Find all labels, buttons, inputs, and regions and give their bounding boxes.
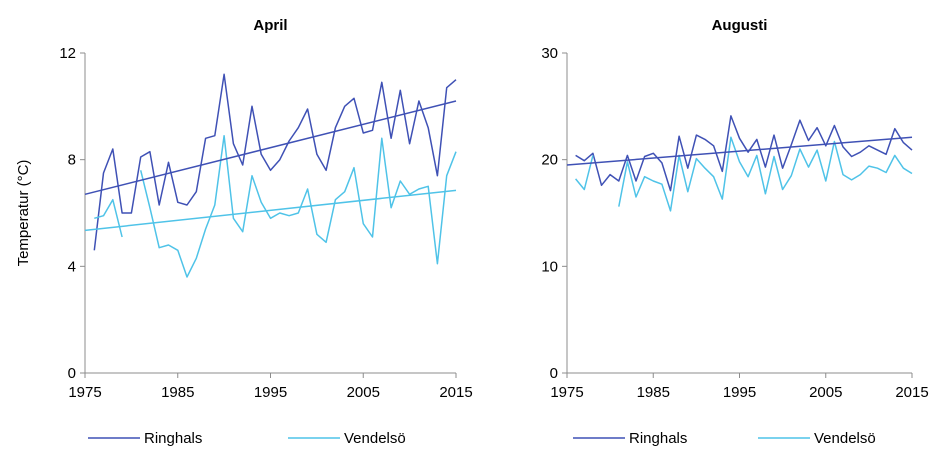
x-tick-label: 2015 bbox=[439, 384, 472, 401]
x-tick-label: 1995 bbox=[723, 384, 756, 401]
chart-panel-0: April Temperatur (°C) 0 4 8 12 1975 1985 1995 200… bbox=[15, 17, 473, 447]
y-tick-label: 30 bbox=[541, 45, 558, 62]
series-line-vendels bbox=[94, 134, 457, 278]
legend-label: Ringhals bbox=[144, 430, 202, 447]
legend: Ringhals Vendelsö bbox=[573, 430, 876, 447]
x-tick-label: 1985 bbox=[161, 384, 194, 401]
x-tick-label: 1985 bbox=[637, 384, 670, 401]
x-tick-label: 2015 bbox=[895, 384, 928, 401]
y-axis-label: Temperatur (°C) bbox=[15, 160, 32, 267]
chart-panel-1: Augusti 0 10 20 30 1975 1985 1995 2005 2015 Ringha… bbox=[541, 17, 928, 447]
x-tick-label: 1995 bbox=[254, 384, 287, 401]
x-tick-label: 2005 bbox=[809, 384, 842, 401]
chart-title: Augusti bbox=[712, 17, 768, 34]
legend-label: Vendelsö bbox=[814, 430, 876, 447]
y-tick-label: 10 bbox=[541, 258, 558, 275]
series-line-vendels bbox=[575, 136, 913, 212]
trendline-ringhals bbox=[84, 100, 457, 196]
x-tick-label: 1975 bbox=[68, 384, 101, 401]
legend-label: Vendelsö bbox=[344, 430, 406, 447]
chart-title: April bbox=[253, 17, 287, 34]
trendline-vendels bbox=[84, 189, 457, 232]
series-line-ringhals bbox=[93, 73, 457, 251]
y-tick-label: 0 bbox=[68, 365, 76, 382]
legend: Ringhals Vendelsö bbox=[88, 430, 406, 447]
y-tick-label: 0 bbox=[550, 365, 558, 382]
x-tick-label: 1975 bbox=[550, 384, 583, 401]
legend-label: Ringhals bbox=[629, 430, 687, 447]
y-tick-label: 12 bbox=[59, 45, 76, 62]
trendline-ringhals bbox=[566, 136, 913, 166]
y-tick-label: 4 bbox=[68, 258, 76, 275]
series-line-ringhals bbox=[575, 115, 913, 192]
y-tick-label: 20 bbox=[541, 152, 558, 169]
x-tick-label: 2005 bbox=[347, 384, 380, 401]
y-tick-label: 8 bbox=[68, 152, 76, 169]
